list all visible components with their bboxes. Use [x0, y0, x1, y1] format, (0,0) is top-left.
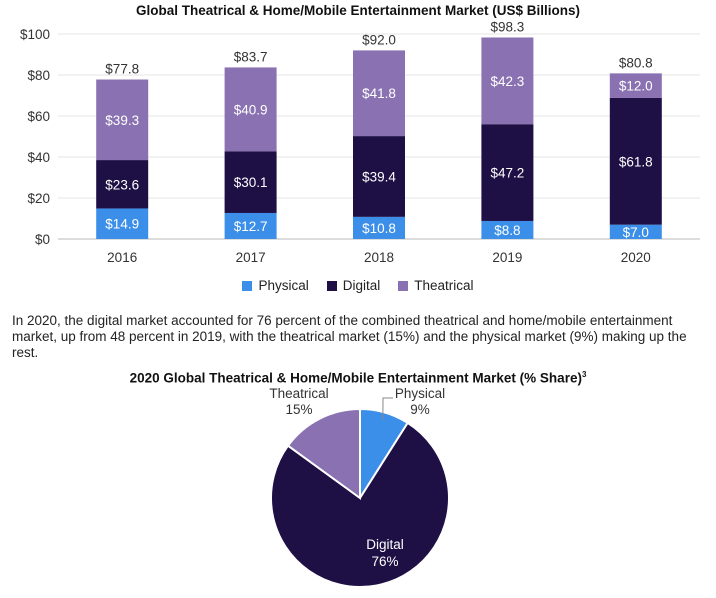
bar-total-label: $92.0	[362, 32, 396, 47]
y-tick-label: $0	[35, 232, 50, 247]
pie-label-theatrical-value: 15%	[285, 402, 312, 417]
bar-segment-physical	[481, 220, 534, 239]
legend-label-digital: Digital	[342, 278, 381, 293]
bar-value-label: $61.8	[619, 154, 653, 169]
pie-slice-theatrical	[286, 407, 361, 500]
y-tick-label: $80	[27, 68, 50, 83]
bar-segment-digital	[224, 151, 277, 213]
bar-value-label: $41.8	[362, 86, 396, 101]
bar-value-label: $23.6	[105, 177, 139, 192]
bar-value-label: $47.2	[491, 166, 525, 181]
pie-label-digital-value: 76%	[371, 554, 398, 569]
bar-total-label: $98.3	[491, 19, 525, 34]
legend-item-physical: Physical	[242, 278, 309, 293]
y-tick-label: $100	[20, 27, 50, 42]
bar-segment-physical	[96, 208, 149, 239]
bar-value-label: $30.1	[234, 175, 268, 190]
pie-chart-title: 2020 Global Theatrical & Home/Mobile Ent…	[0, 370, 716, 386]
legend-item-digital: Digital	[326, 278, 381, 293]
bar-segment-digital	[96, 160, 149, 209]
bar-segment-digital	[353, 136, 405, 217]
x-tick-label: 2017	[236, 250, 266, 265]
legend-label-theatrical: Theatrical	[414, 278, 474, 293]
bar-segment-physical	[353, 216, 405, 239]
leader-line-physical	[382, 397, 393, 420]
y-tick-label: $20	[27, 191, 50, 206]
legend-swatch-theatrical	[398, 280, 409, 291]
bar-value-label: $42.3	[491, 74, 525, 89]
bar-value-label: $7.0	[623, 225, 649, 240]
bar-segment-theatrical	[224, 67, 277, 152]
bar-value-label: $10.8	[362, 221, 396, 236]
bar-segment-physical	[224, 212, 277, 239]
pie-label-theatrical-name: Theatrical	[269, 386, 328, 401]
bar-segment-physical	[609, 224, 662, 239]
bar-chart-title: Global Theatrical & Home/Mobile Entertai…	[135, 3, 581, 18]
legend-label-physical: Physical	[258, 278, 309, 293]
x-tick-label: 2019	[492, 250, 522, 265]
bar-chart: $0 $20 $40 $60 $80 $100 $14.9 $23.6 $39.3 $77.8 20…	[20, 19, 700, 265]
bar-segment-theatrical	[96, 79, 149, 161]
bar-value-label: $39.4	[362, 169, 396, 184]
bar-segment-theatrical	[609, 73, 662, 98]
y-tick-label: $60	[27, 109, 50, 124]
bar-value-label: $40.9	[234, 102, 268, 117]
bar-total-label: $80.8	[619, 55, 653, 70]
bar-value-label: $14.9	[105, 217, 139, 232]
bar-value-label: $12.7	[234, 219, 268, 234]
bar-total-label: $77.8	[105, 62, 139, 77]
summary-paragraph: In 2020, the digital market accounted fo…	[12, 313, 687, 360]
pie-slice-physical	[359, 407, 410, 502]
pie-label-digital-name: Digital	[366, 537, 404, 552]
pie-slice-digital	[270, 421, 450, 588]
pie-title-footnote: 3	[581, 370, 587, 379]
bar-value-label: $39.3	[105, 113, 139, 128]
legend-swatch-physical	[242, 280, 253, 291]
legend-item-theatrical: Theatrical	[398, 278, 474, 293]
pie-title-text: 2020 Global Theatrical & Home/Mobile Ent…	[129, 370, 582, 386]
bar-value-label: $12.0	[619, 79, 653, 94]
legend-swatch-digital	[326, 280, 337, 291]
x-tick-label: 2020	[621, 250, 651, 265]
bar-total-label: $83.7	[234, 49, 268, 64]
bar-segment-digital	[481, 124, 534, 221]
x-tick-label: 2018	[364, 250, 394, 265]
legend: Physical Digital Theatrical	[0, 278, 716, 293]
bar-value-label: $8.8	[494, 223, 520, 238]
bar-segment-theatrical	[481, 37, 534, 125]
y-tick-label: $40	[27, 150, 50, 165]
x-tick-label: 2016	[107, 250, 137, 265]
bar-segment-theatrical	[353, 50, 405, 137]
pie-label-physical-name: Physical	[395, 386, 445, 401]
bar-segment-digital	[609, 97, 662, 225]
pie-label-physical-value: 9%	[410, 402, 430, 417]
